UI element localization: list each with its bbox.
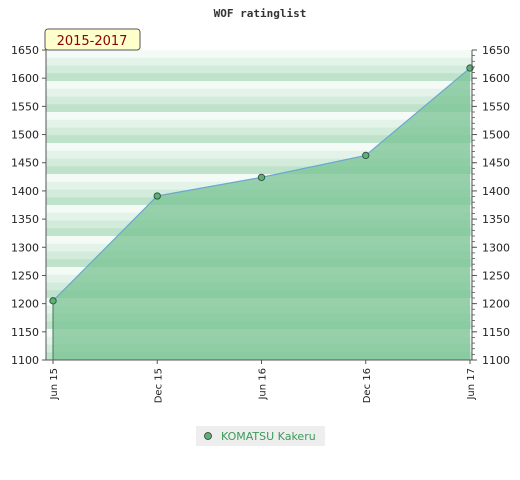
y-tick-label-left: 1500 bbox=[11, 129, 39, 142]
legend-marker bbox=[204, 432, 212, 440]
series-markers bbox=[49, 64, 474, 360]
y-tick-label-right: 1350 bbox=[482, 213, 510, 226]
x-tick-label: Jun 15 bbox=[49, 368, 60, 401]
background-band bbox=[46, 65, 472, 74]
period-badge: 2015-2017 bbox=[44, 28, 141, 51]
background-band bbox=[46, 127, 472, 136]
background-band bbox=[46, 88, 472, 97]
y-tick-label-left: 1100 bbox=[11, 354, 39, 367]
legend: KOMATSU Kakeru bbox=[196, 426, 325, 446]
y-tick-label-right: 1150 bbox=[482, 326, 510, 339]
y-tick-label-right: 1250 bbox=[482, 269, 510, 282]
background-band bbox=[46, 119, 472, 128]
y-tick-label-left: 1650 bbox=[11, 44, 39, 57]
x-tick-label: Jun 16 bbox=[258, 368, 269, 401]
y-tick-label-right: 1500 bbox=[482, 129, 510, 142]
y-tick-label-left: 1400 bbox=[11, 185, 39, 198]
y-tick-label-left: 1200 bbox=[11, 298, 39, 311]
y-tick-label-left: 1550 bbox=[11, 100, 39, 113]
chart-title: WOF ratinglist bbox=[214, 7, 307, 20]
y-tick-label-left: 1300 bbox=[11, 241, 39, 254]
background-band bbox=[46, 57, 472, 66]
y-tick-label-left: 1350 bbox=[11, 213, 39, 226]
legend-entry: KOMATSU Kakeru bbox=[221, 430, 316, 443]
background-band bbox=[46, 73, 472, 82]
background-band bbox=[46, 143, 472, 152]
x-axis-labels: Jun 15 Dec 15 Jun 16 Dec 16 Jun 17 bbox=[49, 360, 477, 403]
x-tick-label: Dec 16 bbox=[362, 368, 373, 403]
data-point bbox=[362, 151, 370, 160]
x-tick-label: Jun 17 bbox=[466, 368, 477, 401]
background-band bbox=[46, 96, 472, 105]
y-tick-label-left: 1450 bbox=[11, 157, 39, 170]
legend-box bbox=[196, 426, 325, 446]
background-band bbox=[46, 104, 472, 113]
background-band bbox=[46, 158, 472, 167]
y-tick-label-left: 1600 bbox=[11, 72, 39, 85]
background-band bbox=[46, 150, 472, 159]
y-tick-label-right: 1450 bbox=[482, 157, 510, 170]
series-area bbox=[53, 68, 470, 360]
data-point bbox=[153, 192, 161, 200]
background-band bbox=[46, 166, 472, 175]
period-badge-box bbox=[44, 28, 141, 51]
y-tick-label-left: 1150 bbox=[11, 326, 39, 339]
y-tick-label-right: 1300 bbox=[482, 241, 510, 254]
background-band bbox=[46, 135, 472, 144]
y-tick-label-right: 1600 bbox=[482, 72, 510, 85]
background-band bbox=[46, 50, 472, 59]
y-tick-label-left: 1250 bbox=[11, 269, 39, 282]
y-tick-label-right: 1650 bbox=[482, 44, 510, 57]
data-point bbox=[49, 297, 57, 305]
y-tick-label-right: 1100 bbox=[482, 354, 510, 367]
y-axis-ticks: 1100 1100 1150 1150 1200 1200 1250 1250 1300 1300… bbox=[11, 44, 510, 367]
background-band bbox=[46, 112, 472, 121]
x-tick-label: Dec 15 bbox=[153, 368, 164, 403]
background-band bbox=[46, 81, 472, 90]
y-tick-label-right: 1550 bbox=[482, 100, 510, 113]
period-label: 2015-2017 bbox=[57, 34, 128, 49]
y-tick-label-right: 1400 bbox=[482, 185, 510, 198]
y-tick-label-right: 1200 bbox=[482, 298, 510, 311]
data-point bbox=[257, 173, 266, 182]
